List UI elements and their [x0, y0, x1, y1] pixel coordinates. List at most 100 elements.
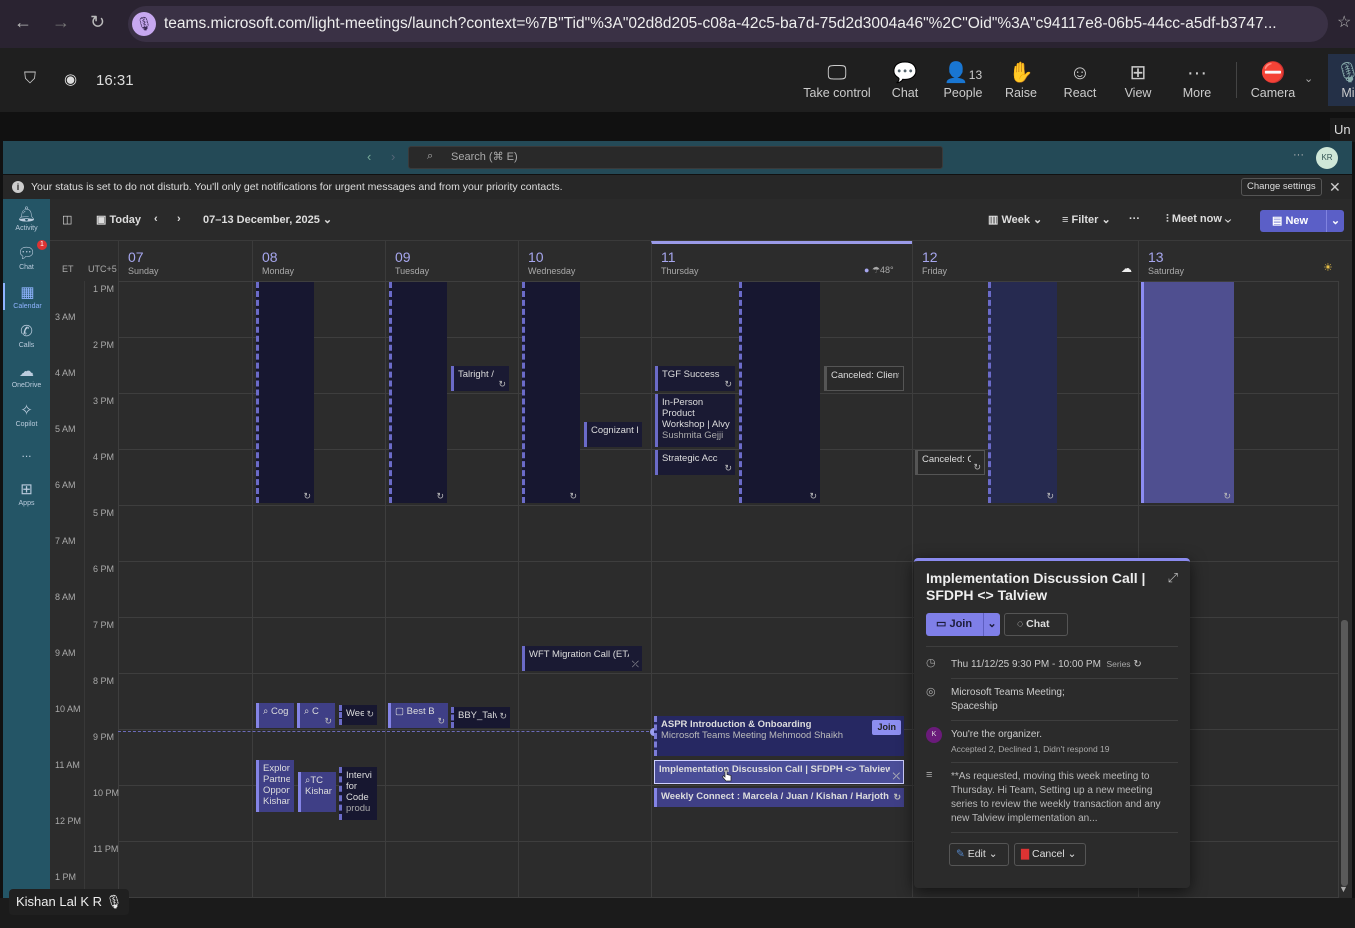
organizer-avatar: K: [926, 727, 942, 743]
event-canceled[interactable]: Canceled: C ↻: [915, 450, 985, 475]
event-description: **As requested, moving this week meeting…: [951, 763, 1178, 833]
recurring-icon: ↻: [1046, 491, 1054, 501]
view-selector[interactable]: ▥ Week ⌄: [988, 214, 1043, 226]
event-tc[interactable]: ⌕TC Kishan: [298, 772, 336, 812]
et-time-label: 12 PM: [55, 816, 82, 826]
mic-icon[interactable]: 🎙: [132, 12, 156, 36]
cancel-button[interactable]: ▇ Cancel ⌄: [1014, 843, 1086, 866]
close-icon[interactable]: ✕: [1329, 179, 1341, 195]
event-wft-migration[interactable]: WFT Migration Call (ETA ⤫: [522, 646, 642, 671]
day-header-mon[interactable]: 08 Monday: [252, 241, 385, 281]
rail-more[interactable]: ...: [21, 446, 32, 460]
rail-item-activity[interactable]: 🔔︎ Activity: [3, 205, 50, 232]
event-interview[interactable]: Intervi for Code produ: [339, 767, 377, 820]
raise-button[interactable]: ✋ Raise: [991, 60, 1051, 100]
event-weekly-connect[interactable]: Weekly Connect : Marcela / Juan / Kishan…: [654, 788, 904, 807]
event-workshop[interactable]: In-Person Product Workshop | Alvy Sushmit…: [655, 394, 735, 447]
calendar-block[interactable]: ↻: [739, 282, 820, 503]
vertical-scrollbar[interactable]: [1341, 620, 1348, 886]
avatar[interactable]: KR: [1316, 147, 1338, 169]
star-icon[interactable]: ☆: [1337, 14, 1352, 31]
day-header-wed[interactable]: 10 Wednesday: [518, 241, 651, 281]
calendar-block[interactable]: ↻: [256, 282, 314, 503]
recurring-icon: ↻: [809, 491, 817, 501]
search-input[interactable]: Search (⌘ E): [408, 146, 943, 169]
cloud-icon: ☁︎: [19, 363, 34, 380]
event-details-popup: Implementation Discussion Call | SFDPH <…: [914, 558, 1190, 888]
forward-nav-icon[interactable]: ›: [391, 149, 396, 164]
bell-icon: 🔔︎: [16, 206, 37, 223]
recurring-icon: ↻: [436, 491, 444, 501]
calendar-block[interactable]: ↻: [522, 282, 580, 503]
more-options-icon[interactable]: ···: [1129, 213, 1140, 225]
day-header-thu[interactable]: 11 Thursday ● ☂48°: [651, 241, 912, 281]
change-settings-button[interactable]: Change settings: [1241, 178, 1322, 196]
day-header-sat[interactable]: 13 Saturday ☀: [1138, 241, 1338, 281]
event-strategic[interactable]: Strategic Acc ↻: [655, 450, 735, 475]
address-bar[interactable]: teams.microsoft.com/light-meetings/launc…: [128, 6, 1328, 42]
event-implementation-selected[interactable]: Implementation Discussion Call | SFDPH <…: [654, 760, 904, 784]
join-button[interactable]: Join: [872, 720, 901, 735]
camera-button[interactable]: ⛔ Camera: [1243, 60, 1303, 100]
shield-icon: ⛉: [24, 70, 37, 87]
event-aspr[interactable]: ASPR Introduction & Onboarding Microsoft …: [654, 716, 904, 756]
react-button[interactable]: ☺ React: [1050, 60, 1110, 100]
join-button[interactable]: ▭ Join ⌄: [926, 613, 1000, 636]
day-header-sun[interactable]: 07 Sunday: [118, 241, 252, 281]
rail-item-onedrive[interactable]: ☁︎ OneDrive: [3, 362, 50, 389]
rail-item-chat[interactable]: 💬︎ Chat: [3, 244, 50, 271]
expand-icon[interactable]: ⤢: [1167, 570, 1178, 585]
event-talright[interactable]: Talright / ↻: [451, 366, 509, 391]
more-button[interactable]: ··· More: [1167, 60, 1227, 100]
event-wee[interactable]: Wee ↻: [339, 705, 377, 725]
day-header-tue[interactable]: 09 Tuesday: [385, 241, 518, 281]
meeting-controls: ⛉ ◉ 16:31 🖵 Take control 💬 Chat 👤13 People …: [0, 48, 1355, 112]
event-cog[interactable]: ⌕ Cog: [256, 703, 294, 728]
reload-icon[interactable]: ↻: [90, 12, 106, 32]
new-options-chevron-icon[interactable]: ⌄: [1326, 210, 1344, 232]
rail-item-apps[interactable]: ⊞ Apps: [3, 480, 50, 507]
edit-button[interactable]: ✎ Edit ⌄: [949, 843, 1009, 866]
event-canceled-client[interactable]: Canceled: Client: [824, 366, 904, 391]
calendar-block[interactable]: ↻: [389, 282, 447, 503]
rail-item-calls[interactable]: ✆ Calls: [3, 322, 50, 349]
date-range-picker[interactable]: 07–13 December, 2025 ⌄: [203, 214, 333, 226]
hour-line: [118, 673, 1338, 674]
next-week-icon[interactable]: ›: [177, 213, 181, 225]
calendar-block[interactable]: ↻: [1141, 282, 1234, 503]
week-icon: ▥: [988, 214, 1002, 226]
chat-button[interactable]: 💬 Chat: [875, 60, 935, 100]
day-header-fri[interactable]: 12 Friday ☁: [912, 241, 1138, 281]
sidebar-toggle-icon[interactable]: ◫: [62, 214, 73, 226]
calendar-block[interactable]: ↻: [988, 282, 1057, 503]
back-icon[interactable]: ←: [14, 12, 32, 32]
meet-now-button[interactable]: ⫶ Meet now ⌄: [1166, 213, 1231, 225]
people-icon: 👤: [943, 62, 969, 84]
more-icon[interactable]: ···: [1293, 149, 1304, 161]
rail-item-calendar[interactable]: ▦ Calendar: [3, 283, 50, 310]
view-button[interactable]: ⊞ View: [1108, 60, 1168, 100]
join-options-chevron-icon[interactable]: ⌄: [983, 613, 1000, 636]
new-event-button[interactable]: ▤ New ⌄: [1260, 210, 1344, 232]
cancel-icon: ▇: [1021, 848, 1032, 860]
scroll-down-icon[interactable]: ▼: [1339, 884, 1348, 894]
event-c[interactable]: ⌕ C ↻: [297, 703, 335, 728]
rail-item-copilot[interactable]: ✧ Copilot: [3, 401, 50, 428]
mic-button[interactable]: 🎙 Mi: [1328, 54, 1355, 106]
event-tgf[interactable]: TGF Success ! ↻: [655, 366, 735, 391]
local-time-label: 11 PM: [93, 844, 119, 854]
event-best-b[interactable]: ▢ Best B ↻: [388, 703, 448, 728]
camera-options-chevron-icon[interactable]: ⌄: [1304, 73, 1314, 85]
prev-week-icon[interactable]: ‹: [154, 213, 158, 225]
today-button[interactable]: ▣ Today: [96, 214, 142, 226]
event-explori[interactable]: Explori Partne Opport Kishan: [256, 760, 294, 812]
event-bby[interactable]: BBY_Talv ↻: [451, 707, 510, 728]
take-control-button[interactable]: 🖵 Take control: [803, 62, 871, 100]
event-cognizant[interactable]: Cognizant F: [584, 422, 642, 447]
back-nav-icon[interactable]: ‹: [367, 149, 372, 164]
dnd-banner: i Your status is set to do not disturb. …: [3, 175, 1352, 199]
chat-button[interactable]: ◌ Chat: [1004, 613, 1068, 636]
forward-icon[interactable]: →: [52, 12, 70, 32]
people-button[interactable]: 👤13 People: [943, 62, 983, 100]
filter-button[interactable]: ≡ Filter ⌄: [1062, 214, 1111, 226]
